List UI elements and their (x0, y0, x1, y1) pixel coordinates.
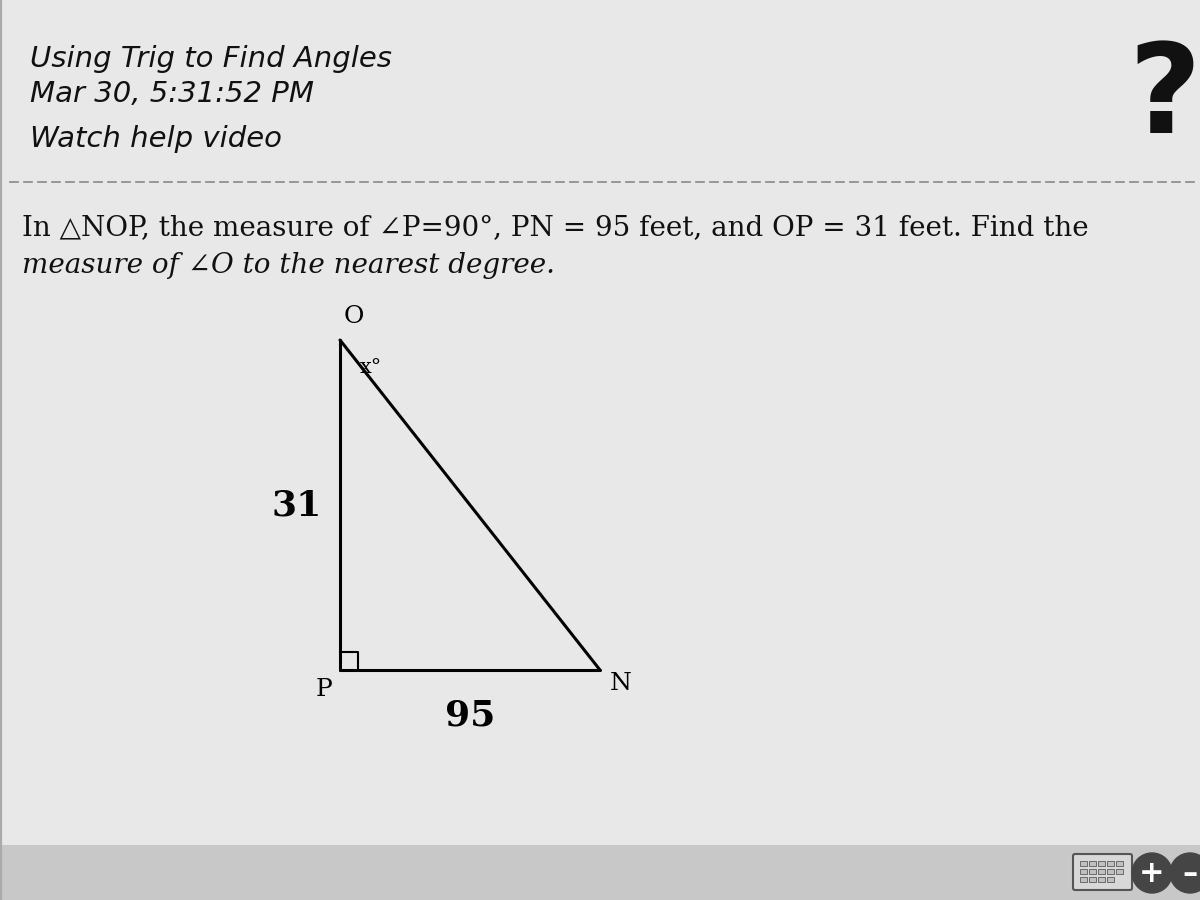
Bar (1108, 861, 1114, 866)
Text: 31: 31 (271, 488, 322, 522)
Text: O: O (344, 305, 365, 328)
Bar (1090, 877, 1096, 882)
Text: –: – (1182, 859, 1198, 887)
Circle shape (1132, 853, 1172, 893)
Bar (1098, 861, 1105, 866)
Text: x°: x° (360, 358, 383, 377)
Bar (1080, 861, 1087, 866)
Text: Mar 30, 5:31:52 PM: Mar 30, 5:31:52 PM (30, 80, 314, 108)
Bar (1090, 869, 1096, 874)
Bar (1108, 877, 1114, 882)
Text: +: + (1139, 859, 1165, 887)
Bar (1080, 869, 1087, 874)
Text: N: N (610, 672, 632, 695)
Bar (1090, 861, 1096, 866)
Bar (1108, 869, 1114, 874)
Circle shape (1170, 853, 1200, 893)
Bar (1080, 877, 1087, 882)
Text: 95: 95 (445, 698, 496, 732)
Bar (1098, 877, 1105, 882)
Bar (1116, 869, 1123, 874)
Bar (0, 845, 1200, 900)
Text: Watch help video: Watch help video (30, 125, 282, 153)
Bar (1116, 861, 1123, 866)
Text: In △NOP, the measure of ∠P=90°, PN = 95 feet, and OP = 31 feet. Find the: In △NOP, the measure of ∠P=90°, PN = 95 … (22, 215, 1088, 242)
Bar (1098, 869, 1105, 874)
Text: ?: ? (1129, 38, 1200, 159)
Text: measure of ∠O to the nearest degree.: measure of ∠O to the nearest degree. (22, 252, 554, 279)
FancyBboxPatch shape (1073, 854, 1132, 890)
Text: P: P (316, 678, 332, 701)
Text: Using Trig to Find Angles: Using Trig to Find Angles (30, 45, 392, 73)
